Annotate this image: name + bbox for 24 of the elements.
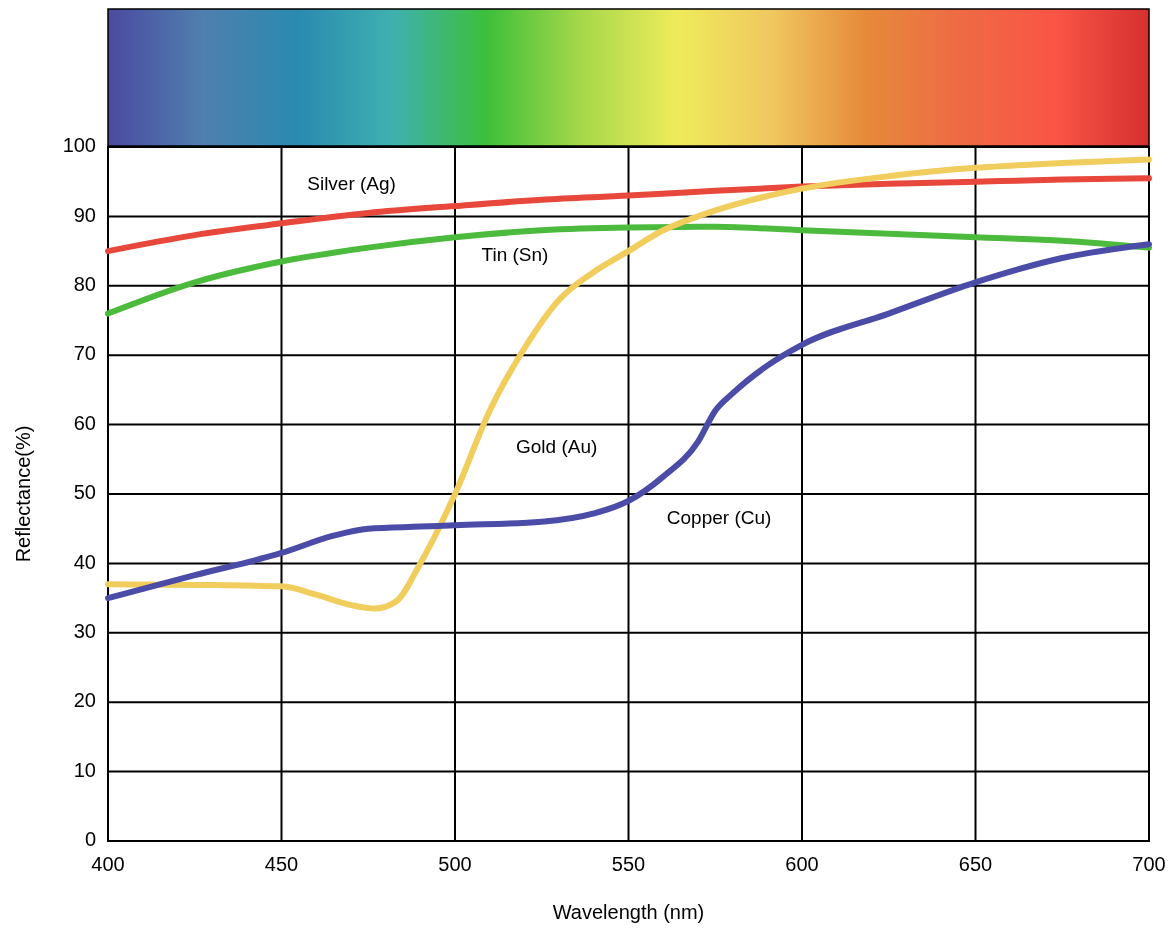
x-tick-label: 700: [1132, 853, 1166, 875]
y-tick-label: 40: [73, 550, 96, 573]
series-label: Tin (Sn): [481, 243, 549, 265]
x-tick-label: 400: [91, 853, 125, 875]
y-tick-label: 90: [73, 203, 96, 226]
x-tick-label: 450: [264, 853, 299, 875]
y-axis-title: Reflectance(%): [12, 425, 34, 563]
y-tick-label: 20: [73, 689, 96, 712]
y-tick-label: 30: [73, 620, 96, 643]
y-tick-label: 80: [73, 273, 96, 296]
y-tick-label: 10: [73, 758, 96, 781]
y-tick-label: 70: [73, 342, 96, 365]
series-label: Copper (Cu): [666, 507, 772, 528]
x-tick-label: 550: [611, 853, 646, 875]
y-tick-label: 0: [84, 828, 96, 851]
series-label: Silver (Ag): [307, 173, 396, 195]
x-tick-label: 600: [785, 853, 819, 875]
x-tick-label: 650: [958, 853, 993, 875]
y-tick-label: 100: [62, 134, 96, 157]
series-label: Gold (Au): [516, 435, 598, 457]
y-tick-label: 50: [73, 481, 96, 504]
y-tick-label: 60: [73, 411, 96, 434]
x-tick-label: 500: [438, 853, 472, 875]
x-axis-title: Wavelength (nm): [552, 901, 705, 923]
